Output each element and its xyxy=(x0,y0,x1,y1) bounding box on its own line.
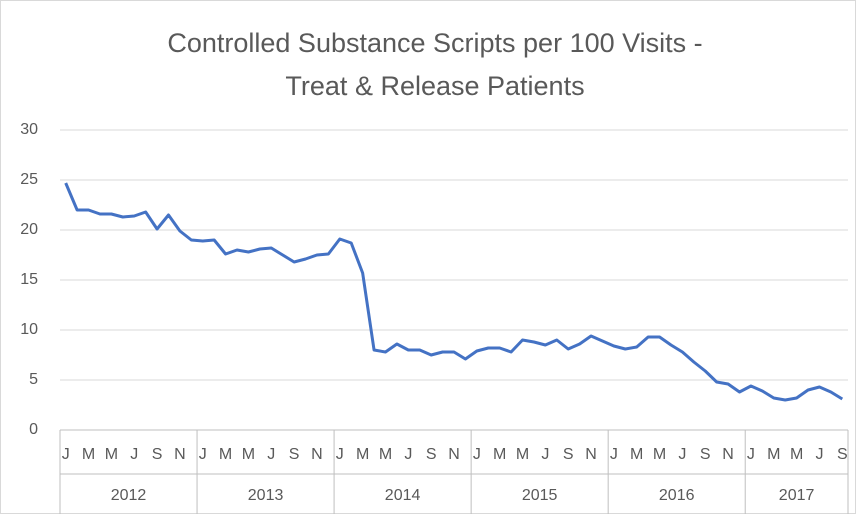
x-tick-label: M xyxy=(653,446,666,463)
x-tick-label: S xyxy=(837,446,848,463)
x-tick-label: M xyxy=(242,446,255,463)
y-tick-label: 15 xyxy=(20,271,38,288)
year-label: 2016 xyxy=(659,487,695,504)
x-tick-label: M xyxy=(219,446,232,463)
x-tick-label: M xyxy=(82,446,95,463)
x-tick-label: S xyxy=(563,446,574,463)
x-tick-label: J xyxy=(130,446,138,463)
chart-title: Treat & Release Patients xyxy=(285,71,584,101)
chart-title: Controlled Substance Scripts per 100 Vis… xyxy=(167,28,702,58)
x-tick-label: J xyxy=(199,446,207,463)
year-label: 2013 xyxy=(248,487,284,504)
y-tick-label: 25 xyxy=(20,171,38,188)
y-tick-label: 0 xyxy=(29,421,38,438)
x-tick-label: J xyxy=(404,446,412,463)
y-tick-label: 10 xyxy=(20,321,38,338)
x-tick-label: J xyxy=(815,446,823,463)
x-tick-label: J xyxy=(610,446,618,463)
x-tick-label: S xyxy=(152,446,163,463)
x-tick-label: J xyxy=(747,446,755,463)
x-tick-label: M xyxy=(356,446,369,463)
x-tick-label: M xyxy=(379,446,392,463)
x-tick-label: S xyxy=(700,446,711,463)
y-tick-label: 5 xyxy=(29,371,38,388)
x-tick-label: M xyxy=(493,446,506,463)
data-line xyxy=(64,182,844,402)
x-tick-label: M xyxy=(516,446,529,463)
x-tick-label: M xyxy=(630,446,643,463)
x-tick-label: J xyxy=(267,446,275,463)
x-tick-label: J xyxy=(541,446,549,463)
x-tick-label: J xyxy=(678,446,686,463)
x-tick-label: M xyxy=(790,446,803,463)
year-label: 2017 xyxy=(779,487,815,504)
x-tick-label: M xyxy=(105,446,118,463)
year-label: 2015 xyxy=(522,487,558,504)
x-tick-label: N xyxy=(174,446,186,463)
x-tick-label: N xyxy=(722,446,734,463)
y-tick-label: 30 xyxy=(20,121,38,138)
x-tick-label: S xyxy=(289,446,300,463)
x-tick-label: N xyxy=(585,446,597,463)
year-label: 2012 xyxy=(111,487,147,504)
x-tick-label: J xyxy=(336,446,344,463)
y-tick-label: 20 xyxy=(20,221,38,238)
x-tick-label: S xyxy=(426,446,437,463)
x-tick-label: J xyxy=(62,446,70,463)
x-tick-label: J xyxy=(473,446,481,463)
year-label: 2014 xyxy=(385,487,421,504)
x-tick-label: N xyxy=(448,446,460,463)
x-tick-label: N xyxy=(311,446,323,463)
x-tick-label: M xyxy=(767,446,780,463)
